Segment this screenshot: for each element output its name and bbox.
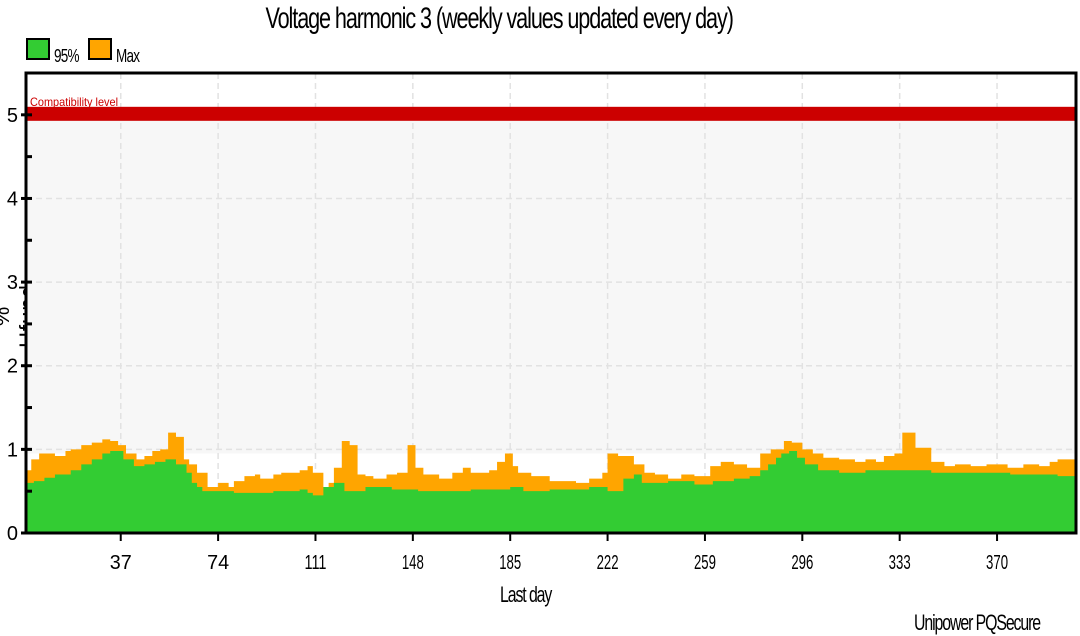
x-tick-label-111: 111 bbox=[304, 552, 326, 574]
x-tick-label-185: 185 bbox=[499, 552, 521, 574]
y-tick-label-1: 1 bbox=[7, 439, 18, 461]
x-tick-label-333: 333 bbox=[889, 552, 911, 574]
x-tick-label-37: 37 bbox=[110, 552, 132, 574]
x-axis-label: Last day bbox=[500, 582, 552, 607]
legend-label-max: Max bbox=[116, 46, 140, 66]
legend-swatch-max bbox=[88, 38, 112, 60]
legend-label-95: 95% bbox=[54, 46, 80, 66]
compatibility-level-line bbox=[26, 106, 1076, 121]
y-tick-label-3: 3 bbox=[7, 272, 18, 294]
plot-frame bbox=[24, 71, 1078, 535]
chart-title: Voltage harmonic 3 (weekly values update… bbox=[265, 2, 733, 35]
band-below-limit bbox=[26, 114, 1076, 454]
x-tick-label-148: 148 bbox=[402, 552, 424, 574]
y-tick-label-2: 2 bbox=[7, 356, 18, 378]
series-95-area bbox=[26, 451, 1076, 533]
x-tick-label-259: 259 bbox=[694, 552, 716, 574]
credit-text: Unipower PQSecure bbox=[913, 610, 1041, 635]
legend-swatch-95 bbox=[26, 38, 50, 60]
compatibility-level-label: Compatibility level bbox=[30, 95, 118, 109]
y-tick-label-0: 0 bbox=[7, 523, 18, 545]
y-tick-label-5: 5 bbox=[7, 105, 18, 127]
x-tick-label-222: 222 bbox=[597, 552, 619, 574]
y-tick-label-4: 4 bbox=[7, 188, 18, 210]
x-tick-label-296: 296 bbox=[791, 552, 813, 574]
x-tick-label-74: 74 bbox=[207, 552, 229, 574]
x-tick-label-370: 370 bbox=[986, 552, 1008, 574]
